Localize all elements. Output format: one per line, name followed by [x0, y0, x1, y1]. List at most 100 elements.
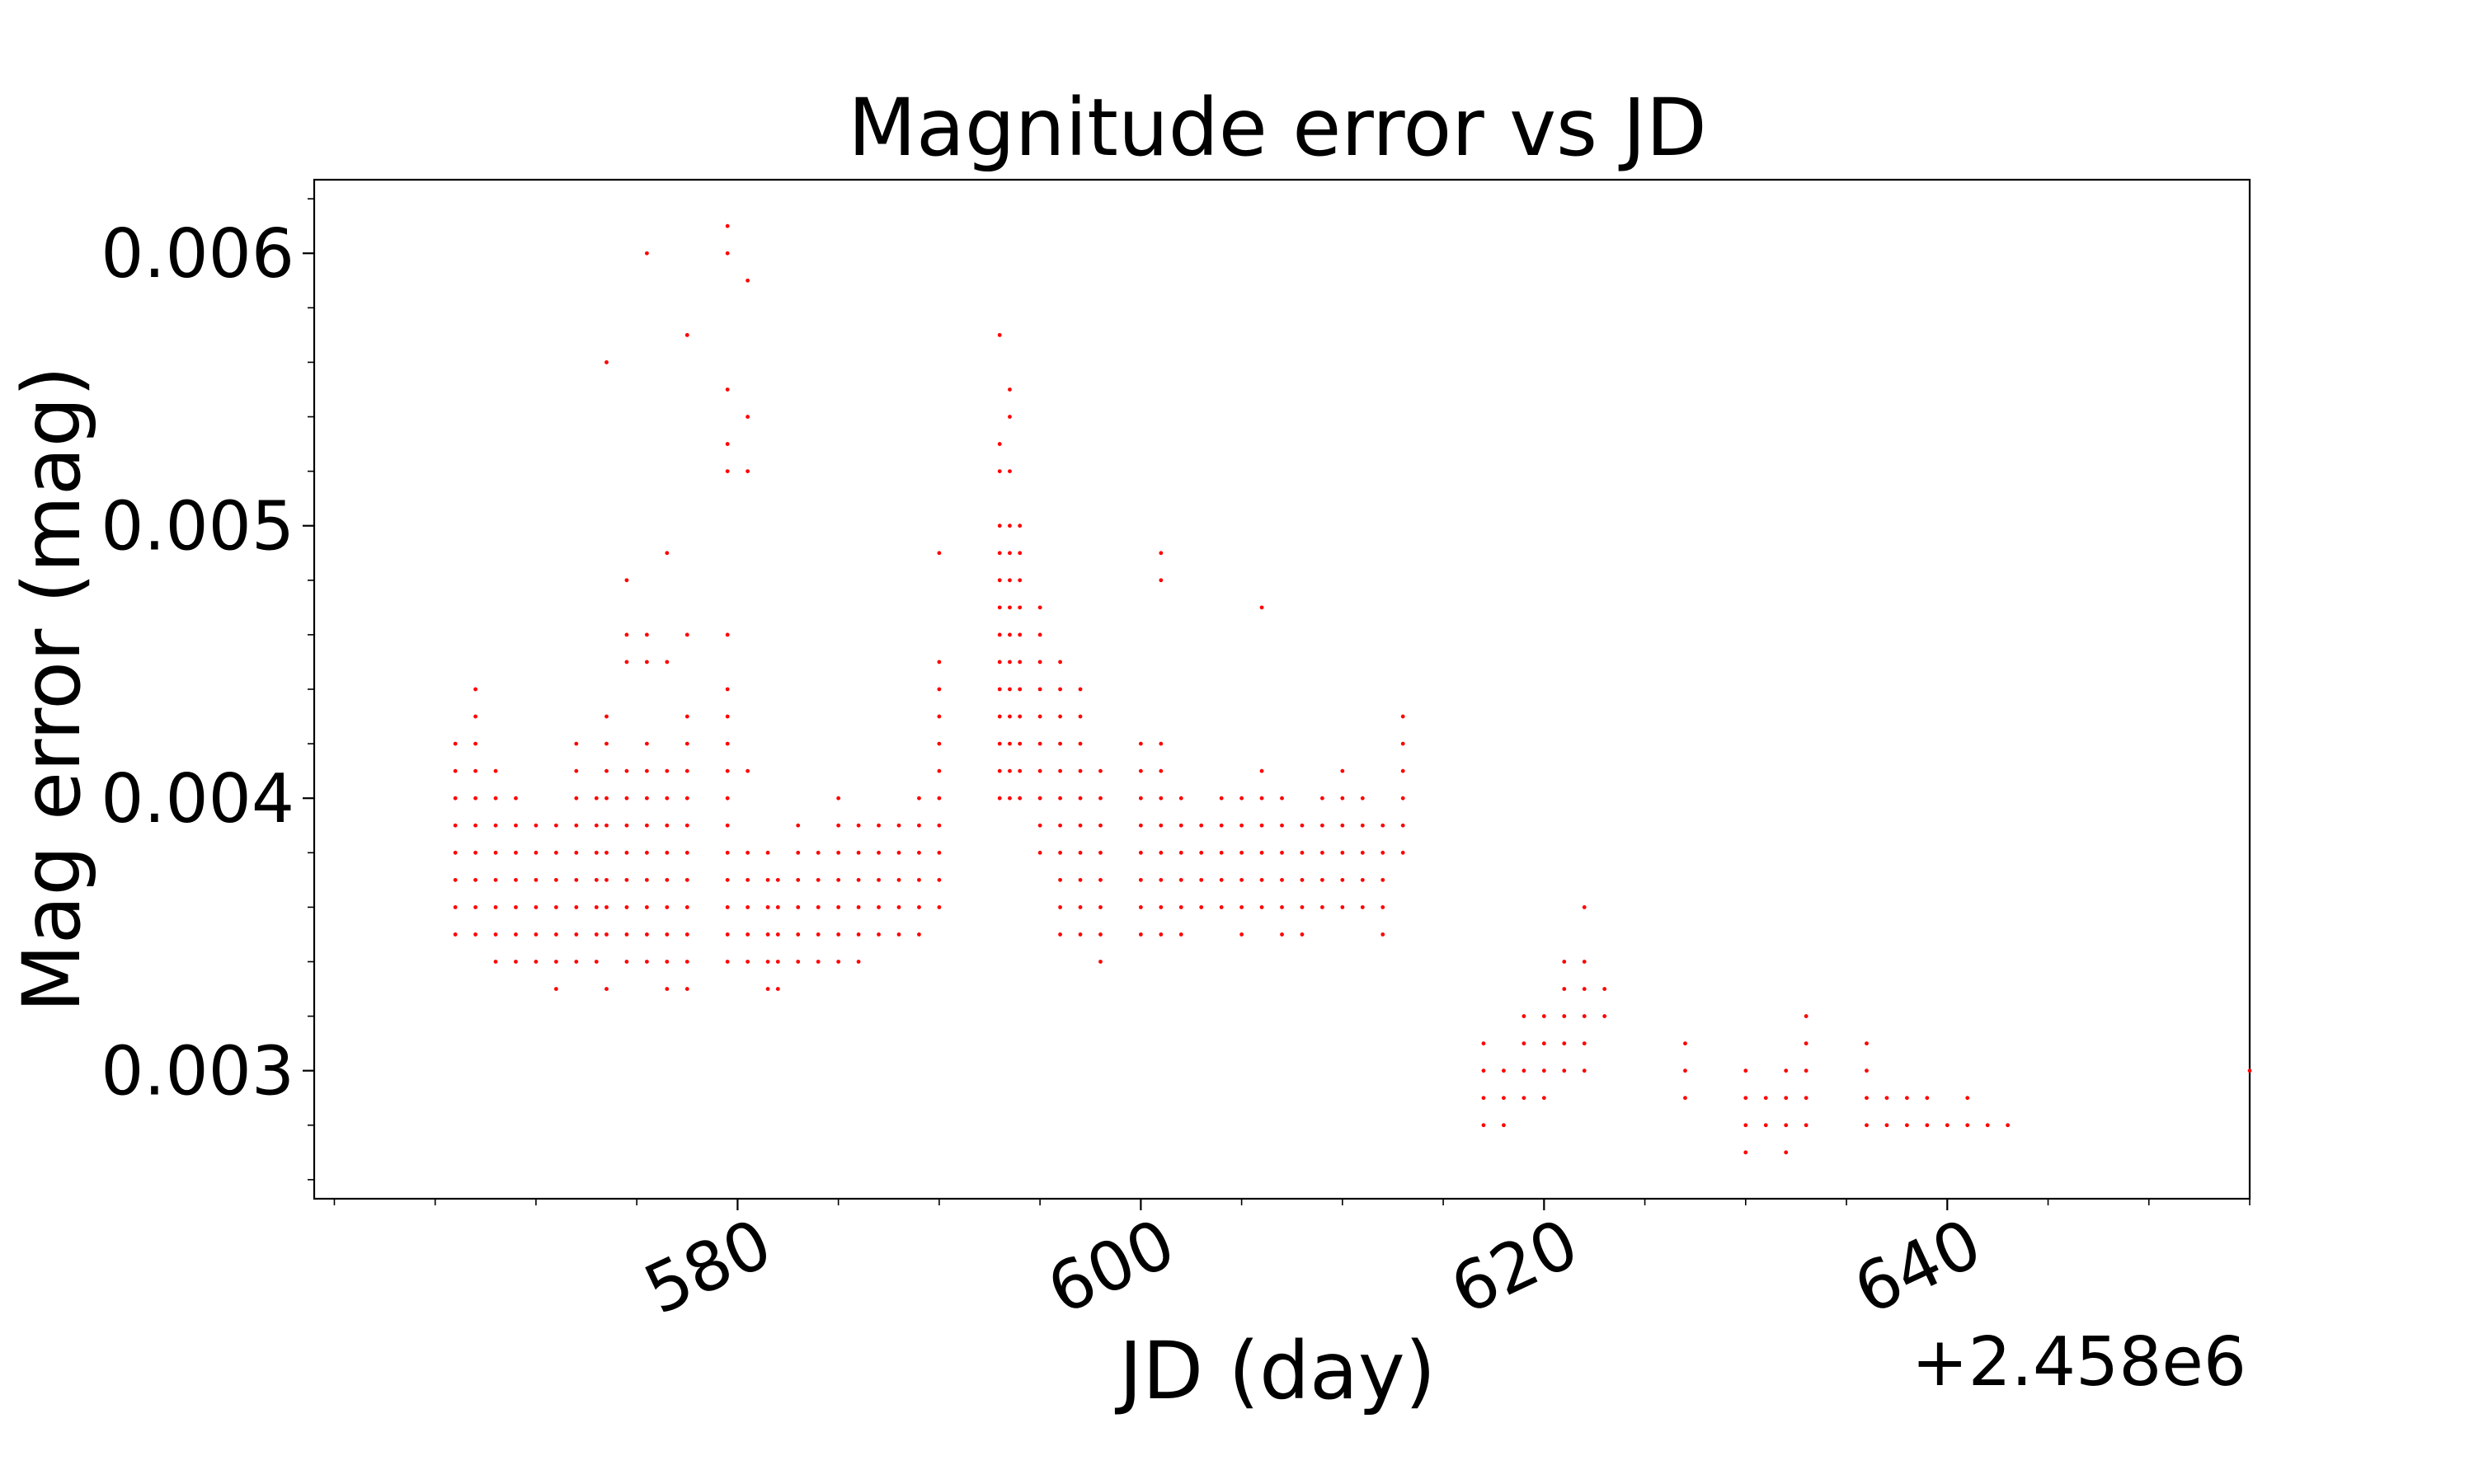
- data-point: [1400, 823, 1405, 828]
- data-point: [917, 850, 921, 855]
- data-point: [624, 578, 629, 583]
- data-point: [453, 850, 458, 855]
- data-point: [1008, 714, 1012, 719]
- data-point: [997, 714, 1002, 719]
- data-point: [1743, 1123, 1748, 1128]
- data-point: [937, 768, 942, 773]
- data-point: [1300, 904, 1305, 909]
- y-tick-label: 0.003: [101, 1033, 294, 1111]
- data-point: [937, 850, 942, 855]
- data-point: [1259, 823, 1264, 828]
- data-point: [2006, 1123, 2011, 1128]
- data-point: [2247, 1068, 2252, 1073]
- data-point: [1008, 605, 1012, 610]
- data-point: [574, 932, 579, 937]
- data-point: [1037, 687, 1042, 692]
- data-point: [473, 741, 477, 746]
- x-axis-offset-label: +2.458e6: [1912, 1323, 2246, 1402]
- data-point: [644, 251, 649, 256]
- data-point: [997, 469, 1002, 474]
- data-point: [917, 823, 921, 828]
- data-point: [1541, 1096, 1546, 1101]
- data-point: [1098, 904, 1103, 909]
- data-point: [765, 932, 770, 937]
- data-point: [1743, 1068, 1748, 1073]
- data-point: [1037, 660, 1042, 665]
- data-point: [937, 551, 942, 556]
- data-point: [1784, 1096, 1789, 1101]
- data-point: [553, 850, 558, 855]
- data-point: [1683, 1096, 1687, 1101]
- data-point: [1078, 932, 1083, 937]
- data-point: [1058, 877, 1062, 882]
- data-point: [1178, 850, 1183, 855]
- data-point: [725, 877, 730, 882]
- data-point: [1219, 877, 1224, 882]
- data-point: [534, 850, 539, 855]
- data-point: [937, 741, 942, 746]
- data-point: [1018, 524, 1023, 528]
- data-point: [665, 904, 670, 909]
- data-point: [624, 660, 629, 665]
- data-point: [453, 768, 458, 773]
- data-point: [1018, 578, 1023, 583]
- data-point: [1884, 1123, 1889, 1128]
- data-point: [836, 904, 841, 909]
- data-point: [745, 960, 750, 964]
- data-point: [1784, 1150, 1789, 1155]
- data-point: [1582, 904, 1587, 909]
- data-point: [1380, 877, 1385, 882]
- data-point: [514, 796, 518, 801]
- data-point: [1280, 850, 1284, 855]
- data-point: [473, 850, 477, 855]
- data-point: [1138, 850, 1143, 855]
- data-point: [493, 932, 498, 937]
- data-point: [594, 932, 599, 937]
- data-point: [725, 904, 730, 909]
- data-point: [1582, 1014, 1587, 1018]
- data-point: [684, 332, 689, 337]
- data-point: [877, 850, 881, 855]
- data-point: [665, 850, 670, 855]
- data-point: [1865, 1123, 1869, 1128]
- data-point: [1138, 741, 1143, 746]
- data-point: [1259, 850, 1264, 855]
- data-point: [856, 932, 861, 937]
- data-point: [514, 877, 518, 882]
- data-point: [1078, 823, 1083, 828]
- data-point: [745, 904, 750, 909]
- data-point: [574, 768, 579, 773]
- data-point: [644, 632, 649, 637]
- data-point: [1178, 823, 1183, 828]
- data-point: [1562, 1041, 1567, 1046]
- data-point: [836, 932, 841, 937]
- data-point: [1763, 1123, 1768, 1128]
- data-point: [1743, 1096, 1748, 1101]
- data-point: [684, 741, 689, 746]
- data-point: [644, 904, 649, 909]
- data-point: [937, 823, 942, 828]
- data-point: [453, 796, 458, 801]
- data-point: [775, 960, 780, 964]
- data-point: [997, 551, 1002, 556]
- data-point: [1058, 714, 1062, 719]
- data-point: [1098, 877, 1103, 882]
- y-axis: 0.003 0.004 0.005 0.006: [101, 198, 314, 1181]
- data-point: [1078, 768, 1083, 773]
- data-point: [836, 796, 841, 801]
- data-point: [1008, 796, 1012, 801]
- data-point: [665, 551, 670, 556]
- data-point: [1380, 904, 1385, 909]
- data-point: [493, 768, 498, 773]
- data-point: [997, 768, 1002, 773]
- data-point: [725, 387, 730, 392]
- data-point: [514, 850, 518, 855]
- data-point: [493, 877, 498, 882]
- data-point: [514, 932, 518, 937]
- data-point: [725, 796, 730, 801]
- data-point: [917, 877, 921, 882]
- data-point: [493, 796, 498, 801]
- data-point: [1078, 904, 1083, 909]
- data-point: [1178, 796, 1183, 801]
- data-point: [1037, 714, 1042, 719]
